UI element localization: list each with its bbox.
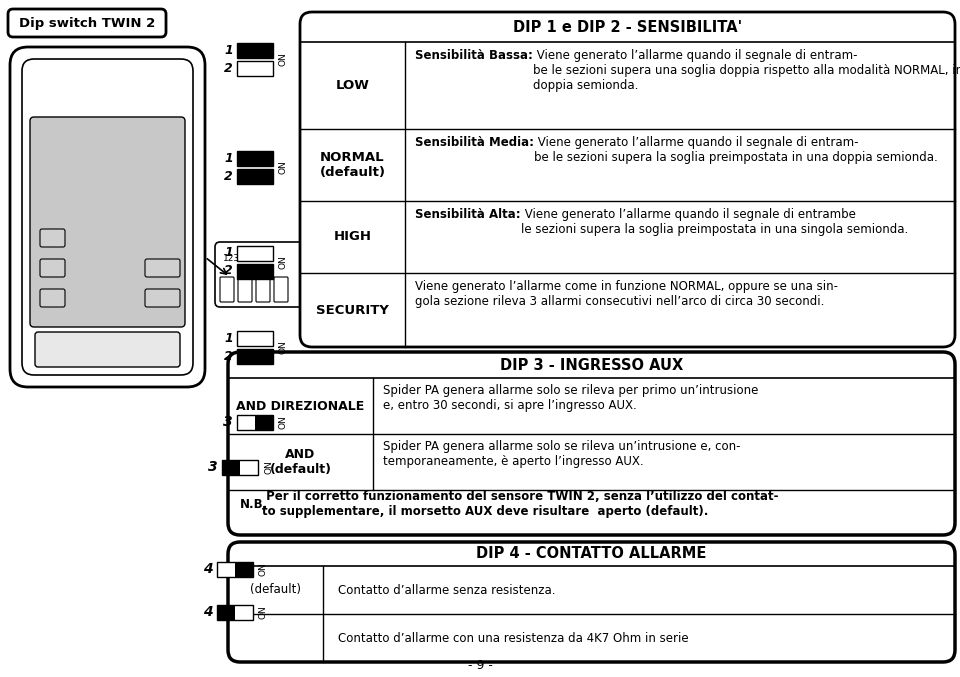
- Text: 1234: 1234: [223, 254, 246, 263]
- Text: Dip switch TWIN 2: Dip switch TWIN 2: [19, 16, 156, 30]
- Text: SECURITY: SECURITY: [316, 303, 389, 317]
- Text: - 9 -: - 9 -: [468, 659, 492, 672]
- Text: ON: ON: [279, 52, 288, 66]
- Text: ON: ON: [279, 415, 288, 429]
- FancyBboxPatch shape: [215, 242, 305, 307]
- Text: 4: 4: [204, 605, 213, 619]
- Bar: [237, 60, 273, 76]
- FancyBboxPatch shape: [228, 352, 955, 535]
- Text: Contatto d’allarme con una resistenza da 4K7 Ohm in serie: Contatto d’allarme con una resistenza da…: [338, 632, 688, 645]
- FancyBboxPatch shape: [40, 259, 65, 277]
- FancyBboxPatch shape: [145, 289, 180, 307]
- Text: Contatto d’allarme senza resistenza.: Contatto d’allarme senza resistenza.: [338, 584, 556, 596]
- Text: HIGH: HIGH: [333, 230, 372, 244]
- FancyBboxPatch shape: [220, 277, 234, 302]
- Bar: [222, 460, 240, 475]
- Text: DIP 3 - INGRESSO AUX: DIP 3 - INGRESSO AUX: [500, 357, 684, 372]
- Text: ON: ON: [259, 562, 268, 576]
- Text: DIP 1 e DIP 2 - SENSIBILITA': DIP 1 e DIP 2 - SENSIBILITA': [513, 20, 742, 35]
- Bar: [237, 150, 273, 165]
- FancyBboxPatch shape: [10, 47, 205, 387]
- Text: 3: 3: [224, 415, 233, 429]
- Text: 3: 3: [208, 460, 218, 474]
- Circle shape: [78, 167, 137, 227]
- Text: 1: 1: [225, 43, 233, 56]
- Bar: [217, 605, 235, 619]
- Text: 2: 2: [225, 169, 233, 183]
- FancyBboxPatch shape: [238, 277, 252, 302]
- Text: ON: ON: [279, 255, 288, 269]
- FancyBboxPatch shape: [228, 542, 955, 662]
- Text: Sensibilità Media:: Sensibilità Media:: [415, 136, 534, 149]
- FancyBboxPatch shape: [256, 277, 270, 302]
- Bar: [235, 561, 253, 577]
- Bar: [255, 414, 273, 429]
- Text: AND
(default): AND (default): [270, 448, 331, 476]
- Text: (default): (default): [250, 584, 301, 596]
- FancyBboxPatch shape: [22, 59, 193, 375]
- Text: Sensibilità Bassa:: Sensibilità Bassa:: [415, 49, 533, 62]
- Text: Viene generato l’allarme quando il segnale di entrambe
le sezioni supera la sogl: Viene generato l’allarme quando il segna…: [520, 208, 908, 236]
- Text: NORMAL
(default): NORMAL (default): [320, 151, 386, 179]
- Bar: [217, 561, 235, 577]
- Text: N.B.: N.B.: [240, 498, 268, 511]
- Text: LOW: LOW: [336, 79, 370, 92]
- FancyBboxPatch shape: [145, 259, 180, 277]
- Text: Viene generato l’allarme quando il segnale di entram-
be le sezioni supera una s: Viene generato l’allarme quando il segna…: [533, 49, 960, 92]
- Circle shape: [24, 63, 36, 75]
- Text: Sensibilità Alta:: Sensibilità Alta:: [415, 208, 520, 221]
- FancyBboxPatch shape: [8, 9, 166, 37]
- Text: ON: ON: [279, 340, 288, 354]
- FancyBboxPatch shape: [40, 289, 65, 307]
- Text: 2: 2: [225, 265, 233, 278]
- Text: ON: ON: [259, 605, 268, 619]
- Text: ON: ON: [264, 460, 273, 474]
- Circle shape: [69, 159, 146, 235]
- Text: 2: 2: [225, 62, 233, 74]
- FancyBboxPatch shape: [30, 117, 185, 327]
- Bar: [217, 561, 253, 577]
- FancyBboxPatch shape: [274, 277, 288, 302]
- Bar: [237, 330, 273, 345]
- Text: ON: ON: [279, 160, 288, 174]
- Text: 2: 2: [225, 349, 233, 362]
- Text: 4: 4: [204, 562, 213, 576]
- Text: Viene generato l’allarme come in funzione NORMAL, oppure se una sin-
gola sezion: Viene generato l’allarme come in funzion…: [415, 280, 838, 308]
- FancyBboxPatch shape: [40, 229, 65, 247]
- Bar: [237, 414, 255, 429]
- Bar: [240, 460, 258, 475]
- FancyBboxPatch shape: [35, 332, 180, 367]
- Text: Spider PA genera allarme solo se rileva un’intrusione e, con-
temporaneamente, è: Spider PA genera allarme solo se rileva …: [383, 440, 740, 468]
- Text: 1: 1: [225, 152, 233, 165]
- Bar: [237, 169, 273, 183]
- Bar: [237, 246, 273, 261]
- Bar: [222, 460, 258, 475]
- Text: AND DIREZIONALE: AND DIREZIONALE: [236, 399, 365, 412]
- Bar: [237, 263, 273, 278]
- FancyBboxPatch shape: [300, 12, 955, 347]
- Bar: [235, 605, 253, 619]
- Bar: [237, 349, 273, 364]
- Text: 1: 1: [225, 246, 233, 259]
- Text: Spider PA genera allarme solo se rileva per primo un’intrusione
e, entro 30 seco: Spider PA genera allarme solo se rileva …: [383, 384, 758, 412]
- Text: Per il corretto funzionamento del sensore TWIN 2, senza l’utilizzo del contat-
t: Per il corretto funzionamento del sensor…: [262, 491, 779, 519]
- Text: 1: 1: [225, 332, 233, 345]
- Text: Viene generato l’allarme quando il segnale di entram-
be le sezioni supera la so: Viene generato l’allarme quando il segna…: [534, 136, 938, 164]
- Bar: [217, 605, 253, 619]
- Text: DIP 4 - CONTATTO ALLARME: DIP 4 - CONTATTO ALLARME: [476, 546, 707, 561]
- Bar: [237, 43, 273, 58]
- Circle shape: [184, 63, 196, 75]
- Bar: [237, 414, 273, 429]
